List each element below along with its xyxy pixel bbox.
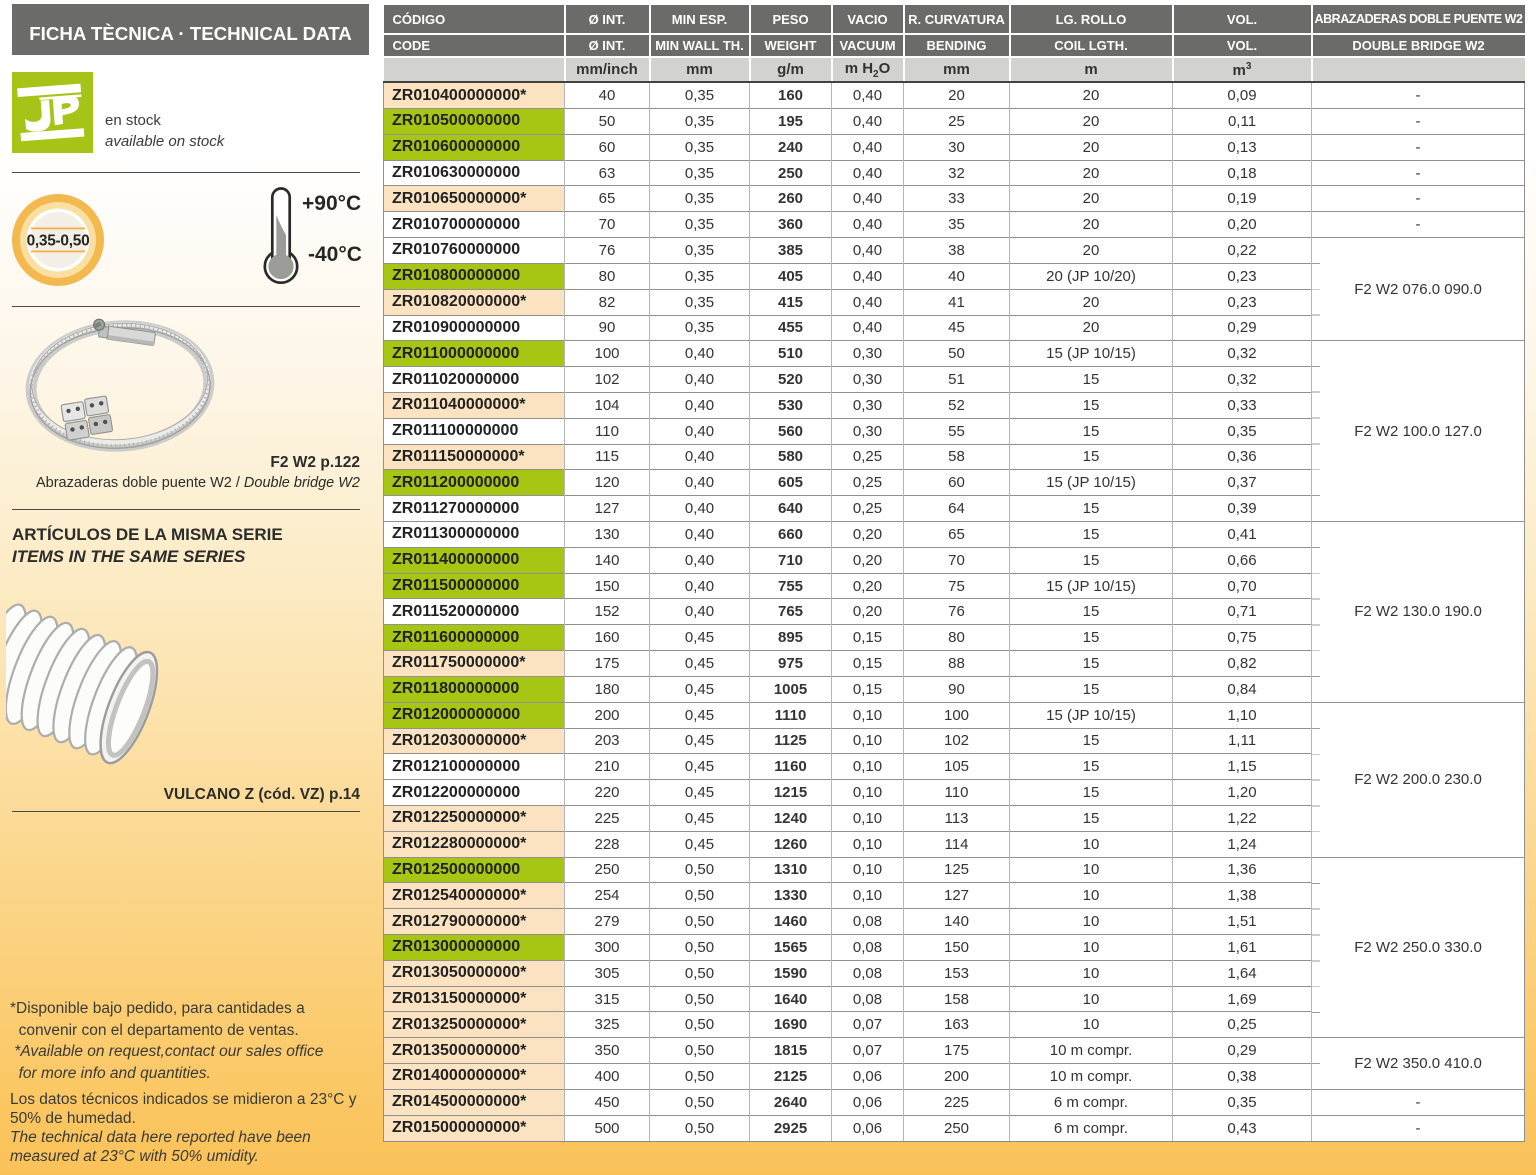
svg-text:0,35-0,50: 0,35-0,50 xyxy=(27,233,90,250)
